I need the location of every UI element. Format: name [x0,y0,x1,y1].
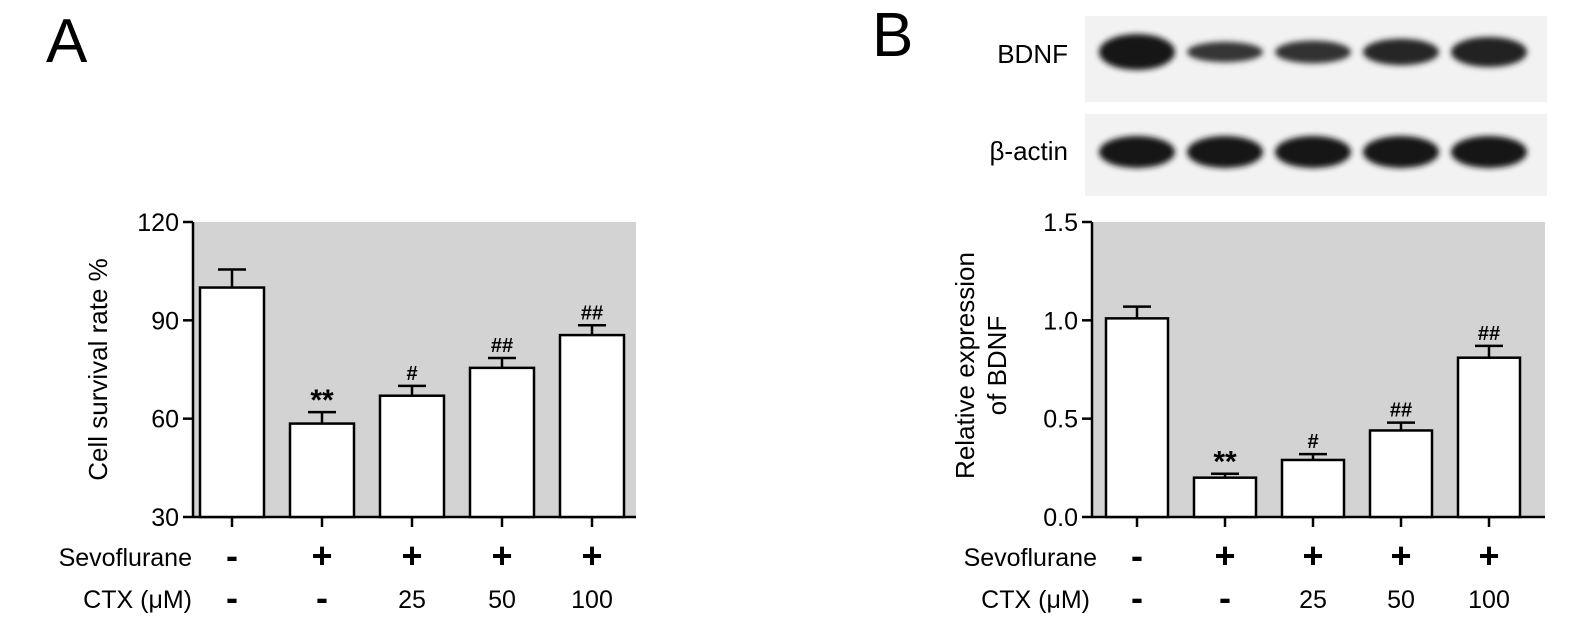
ctx-cell: - [316,577,328,618]
y-axis-title-line: of BDNF [982,316,1012,416]
condition-table-a: Sevoflurane CTX (μM) - + + + +- -25 50 100 [59,535,613,618]
bdnf-band [1099,34,1175,70]
ctx-cell: 50 [1387,586,1415,614]
significance-label: # [1307,431,1318,453]
panel-letter-a: A [46,7,88,76]
bar [378,394,446,519]
sevoflurane-cell: - [226,535,238,576]
sevoflurane-cell: + [1478,535,1499,576]
bar [468,366,536,519]
y-tick-label: 90 [151,307,179,335]
ctx-row-label: CTX (μM) [981,586,1090,614]
sevoflurane-cell: + [401,535,422,576]
ctx-cell: 25 [398,586,426,614]
panel-letter-b: B [872,1,913,70]
ctx-cell: 50 [488,586,516,614]
y-tick-label: 120 [137,209,179,237]
bar [1104,317,1170,519]
significance-label: # [406,363,417,385]
bdnf-band [1363,38,1439,66]
ctx-row-label: CTX (μM) [83,586,192,614]
significance-label: ** [310,384,334,417]
significance-label: ## [491,335,513,357]
y-tick-label: 60 [151,406,179,434]
sevoflurane-cell: - [1131,535,1143,576]
bar [1456,356,1522,519]
blot-bands [1099,34,1527,168]
panel-b: B BDNF β-actin 0.0 0.5 1.0 1.5 Relative expr… [872,1,1547,618]
sevoflurane-cell: + [1390,535,1411,576]
bar [198,286,266,519]
sevoflurane-row-label: Sevoflurane [964,544,1097,572]
sevoflurane-cell: + [491,535,512,576]
sevoflurane-cell: + [1302,535,1323,576]
sevoflurane-cell: + [1214,535,1235,576]
actin-band [1275,136,1351,168]
ctx-cell: - [1131,577,1143,618]
y-tick-label: 1.5 [1043,209,1078,237]
actin-band [1451,136,1527,168]
y-tick-label: 0.0 [1043,504,1078,532]
bar [1368,429,1434,519]
ctx-cell: 100 [1468,586,1510,614]
significance-label: ## [1390,400,1412,422]
ctx-cell: 100 [571,586,613,614]
significance-label: ## [581,302,603,324]
sevoflurane-cell: + [311,535,332,576]
bar [288,422,356,519]
y-tick-label: 1.0 [1043,307,1078,335]
ctx-cell: - [1219,577,1231,618]
sevoflurane-cell: + [581,535,602,576]
bar [1192,476,1258,519]
bar [1280,458,1346,519]
ctx-cell: 25 [1299,586,1327,614]
blot-label-bdnf: BDNF [997,39,1068,69]
y-tick-label: 0.5 [1043,406,1078,434]
y-axis-title: Cell survival rate % [83,258,113,481]
significance-label: ## [1478,323,1500,345]
bdnf-band [1451,37,1527,67]
bdnf-bar-chart: 0.0 0.5 1.0 1.5 Relative expression of BDNF **… [950,209,1545,532]
bdnf-band [1275,40,1351,64]
western-blot: BDNF β-actin [989,16,1547,196]
actin-band [1099,136,1175,168]
actin-band [1187,136,1263,168]
bar [558,333,626,519]
ctx-cell: - [226,577,238,618]
bdnf-band [1187,41,1263,63]
y-tick-label: 30 [151,504,179,532]
actin-band [1363,136,1439,168]
sevoflurane-row-label: Sevoflurane [59,544,192,572]
condition-table-b: Sevoflurane CTX (μM) - + + + +- -25 50 100 [964,535,1510,618]
blot-label-actin: β-actin [989,136,1068,166]
significance-label: ** [1213,446,1237,479]
y-axis-title-line: Relative expression [950,252,980,479]
